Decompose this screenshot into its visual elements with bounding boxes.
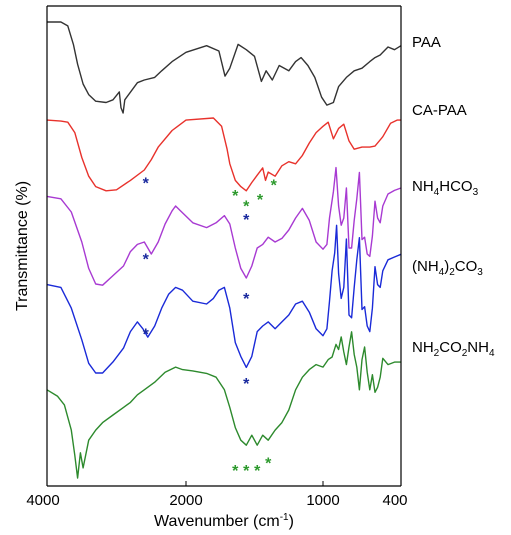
x-tick-label: 2000 [169,492,202,509]
series-label-2: CA-PAA [412,102,467,119]
series-line-3 [46,166,402,286]
peak-marker-green: * [232,463,239,480]
y-axis-label: Transmittance (%) [14,181,31,311]
plot-area [46,21,402,479]
x-ticks: 4000 2000 1000 400 [26,481,408,509]
peak-marker-blue: * [243,376,250,393]
x-tick-label: 400 [382,492,407,509]
series-label-4: (NH4)2CO3 [412,258,483,278]
peak-marker-green: * [254,463,261,480]
x-tick-label: 4000 [26,492,59,509]
peak-marker-green: * [257,192,264,209]
series-line-5 [46,331,401,479]
series-line-2 [46,117,401,192]
peak-marker-blue: * [143,175,150,192]
peak-marker-blue: * [243,212,250,229]
series-labels: PAA CA-PAA NH4HCO3 (NH4)2CO3 NH2CO2NH4 [412,34,495,359]
peak-marker-blue: * [143,327,150,344]
axes [46,5,402,487]
series-line-1 [47,21,402,114]
series-label-5: NH2CO2NH4 [412,339,495,359]
series-label-1: PAA [412,34,441,51]
peak-marker-blue: * [243,291,250,308]
x-axis-label: Wavenumber (cm-1) [154,512,294,530]
x-tick-label: 1000 [306,492,339,509]
peak-marker-green: * [243,463,250,480]
peak-marker-green: * [232,188,239,205]
peak-marker-green: * [265,455,272,472]
peak-marker-blue: * [143,251,150,268]
peak-marker-green: * [243,198,250,215]
series-label-3: NH4HCO3 [412,178,479,198]
peak-markers: *********** * * * [143,175,278,480]
series-line-4 [46,224,402,374]
peak-marker-green: * [271,178,278,195]
